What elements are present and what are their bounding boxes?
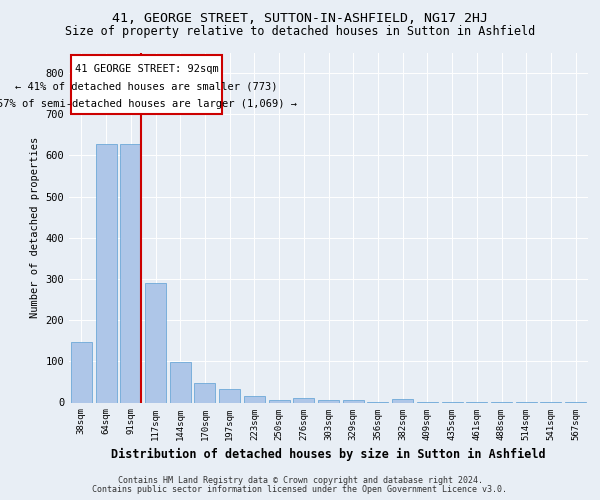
Text: Size of property relative to detached houses in Sutton in Ashfield: Size of property relative to detached ho… — [65, 25, 535, 38]
Bar — [343, 400, 364, 402]
Text: 41 GEORGE STREET: 92sqm: 41 GEORGE STREET: 92sqm — [75, 64, 218, 74]
Bar — [318, 400, 339, 402]
Bar — [170, 362, 191, 403]
Bar — [120, 144, 141, 402]
Bar — [392, 399, 413, 402]
Bar — [219, 390, 240, 402]
Bar — [244, 396, 265, 402]
Y-axis label: Number of detached properties: Number of detached properties — [30, 137, 40, 318]
Bar — [145, 283, 166, 403]
FancyBboxPatch shape — [71, 54, 222, 114]
Bar — [194, 383, 215, 402]
X-axis label: Distribution of detached houses by size in Sutton in Ashfield: Distribution of detached houses by size … — [111, 448, 546, 461]
Text: ← 41% of detached houses are smaller (773): ← 41% of detached houses are smaller (77… — [16, 82, 278, 92]
Bar — [71, 342, 92, 402]
Text: 57% of semi-detached houses are larger (1,069) →: 57% of semi-detached houses are larger (… — [0, 98, 296, 108]
Text: 41, GEORGE STREET, SUTTON-IN-ASHFIELD, NG17 2HJ: 41, GEORGE STREET, SUTTON-IN-ASHFIELD, N… — [112, 12, 488, 26]
Text: Contains HM Land Registry data © Crown copyright and database right 2024.: Contains HM Land Registry data © Crown c… — [118, 476, 482, 485]
Bar — [269, 400, 290, 402]
Bar — [95, 144, 116, 402]
Text: Contains public sector information licensed under the Open Government Licence v3: Contains public sector information licen… — [92, 485, 508, 494]
Bar — [293, 398, 314, 402]
